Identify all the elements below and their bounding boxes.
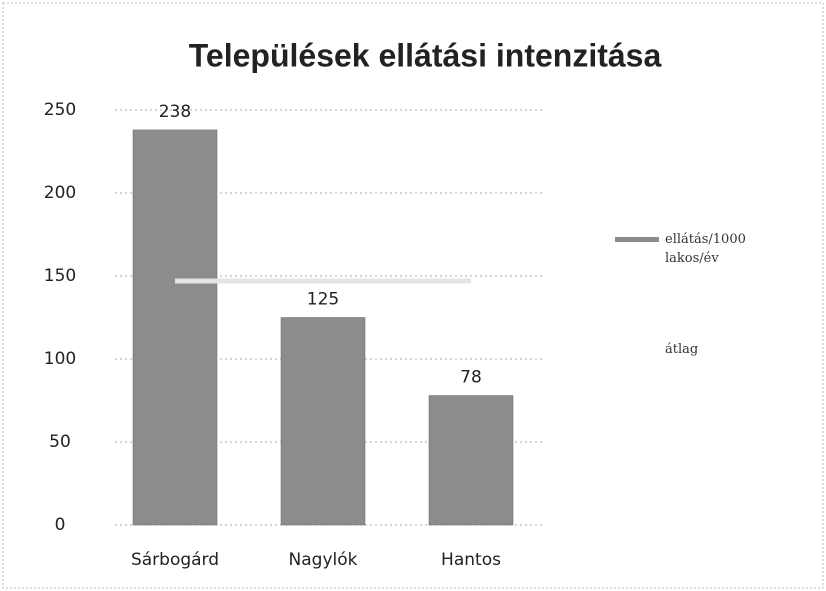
x-tick-label: Sárbogárd — [131, 550, 219, 570]
bar — [132, 129, 218, 526]
legend-label: átlag — [665, 342, 699, 357]
data-label: 238 — [159, 102, 191, 122]
legend-item: ellátás/1000 lakos/év — [615, 230, 785, 268]
x-tick-label: Hantos — [441, 550, 501, 570]
y-tick-label: 0 — [55, 515, 66, 535]
chart-title: Települések ellátási intenzitása — [189, 37, 662, 73]
y-tick-label: 50 — [49, 432, 71, 452]
y-tick-label: 250 — [44, 100, 76, 120]
y-tick-label: 150 — [44, 266, 76, 286]
legend-swatch — [615, 237, 659, 242]
bar — [428, 395, 514, 526]
x-tick-label: Nagylók — [289, 550, 358, 570]
y-tick-label: 100 — [44, 349, 76, 369]
y-tick-label: 200 — [44, 183, 76, 203]
data-label: 125 — [307, 290, 339, 310]
data-label: 78 — [460, 368, 482, 388]
bar — [280, 317, 366, 526]
legend-label: ellátás/1000 lakos/év — [665, 232, 746, 266]
